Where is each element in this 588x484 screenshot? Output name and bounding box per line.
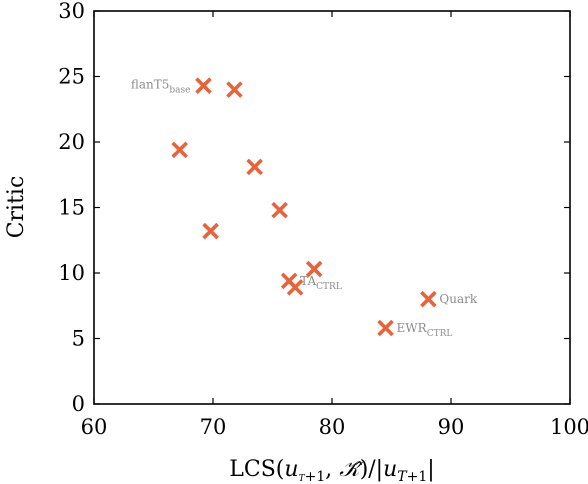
data-points	[171, 77, 437, 337]
data-point	[305, 260, 323, 278]
y-axis-title: Critic	[4, 176, 29, 239]
y-tick-label: 0	[72, 392, 85, 416]
data-point	[271, 201, 288, 219]
data-point	[195, 77, 212, 94]
point-label: Quark	[439, 292, 477, 306]
point-label: flanT5base	[131, 78, 191, 96]
y-tick-label: 15	[58, 196, 85, 220]
point-labels: flanT5base TACTRL Quark EWRCTRL	[131, 78, 478, 339]
x-tick-label: 100	[550, 415, 588, 439]
plot-frame	[93, 10, 571, 405]
x-axis: 60 70 80 90 100	[81, 11, 588, 439]
x-tick-label: 80	[319, 415, 346, 439]
x-tick-label: 90	[438, 415, 465, 439]
y-tick-label: 10	[58, 261, 85, 285]
data-point	[171, 141, 188, 159]
y-tick-label: 30	[58, 0, 85, 23]
y-axis: 0 5 10 15 20 25 30	[58, 0, 570, 416]
data-point	[286, 279, 304, 296]
data-point	[246, 158, 263, 176]
data-point	[377, 319, 394, 337]
point-label: TACTRL	[300, 274, 342, 292]
data-point	[202, 222, 219, 240]
x-tick-label: 70	[200, 415, 227, 439]
y-tick-label: 25	[58, 65, 85, 89]
y-tick-label: 20	[58, 130, 85, 154]
x-tick-label: 60	[81, 415, 108, 439]
point-label: EWRCTRL	[397, 321, 453, 339]
data-point	[226, 81, 243, 98]
x-axis-title: LCS(uT+1, 𝒦̂)/|uT+1|	[229, 457, 434, 484]
y-tick-label: 5	[72, 327, 85, 351]
data-point	[420, 290, 437, 308]
